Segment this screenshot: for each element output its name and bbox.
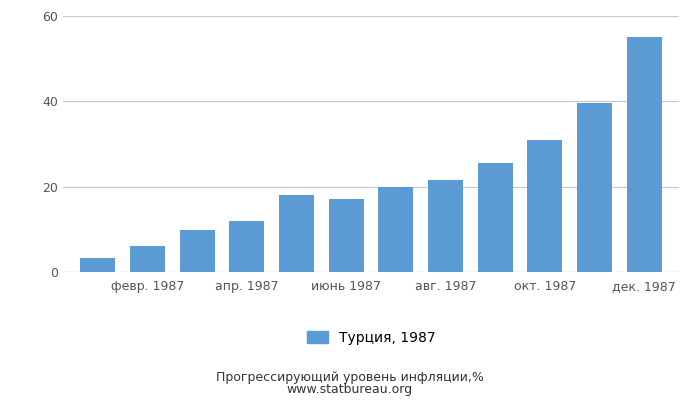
Bar <box>428 180 463 272</box>
Bar <box>329 200 363 272</box>
Bar <box>180 230 214 272</box>
Bar <box>578 104 612 272</box>
Bar <box>528 140 562 272</box>
Bar <box>230 221 264 272</box>
Bar <box>279 195 314 272</box>
Text: www.statbureau.org: www.statbureau.org <box>287 384 413 396</box>
Bar <box>379 187 413 272</box>
Bar <box>626 37 662 272</box>
Text: Прогрессирующий уровень инфляции,%: Прогрессирующий уровень инфляции,% <box>216 372 484 384</box>
Bar <box>130 246 164 272</box>
Bar <box>478 163 512 272</box>
Bar <box>80 258 116 272</box>
Legend: Турция, 1987: Турция, 1987 <box>301 325 441 350</box>
